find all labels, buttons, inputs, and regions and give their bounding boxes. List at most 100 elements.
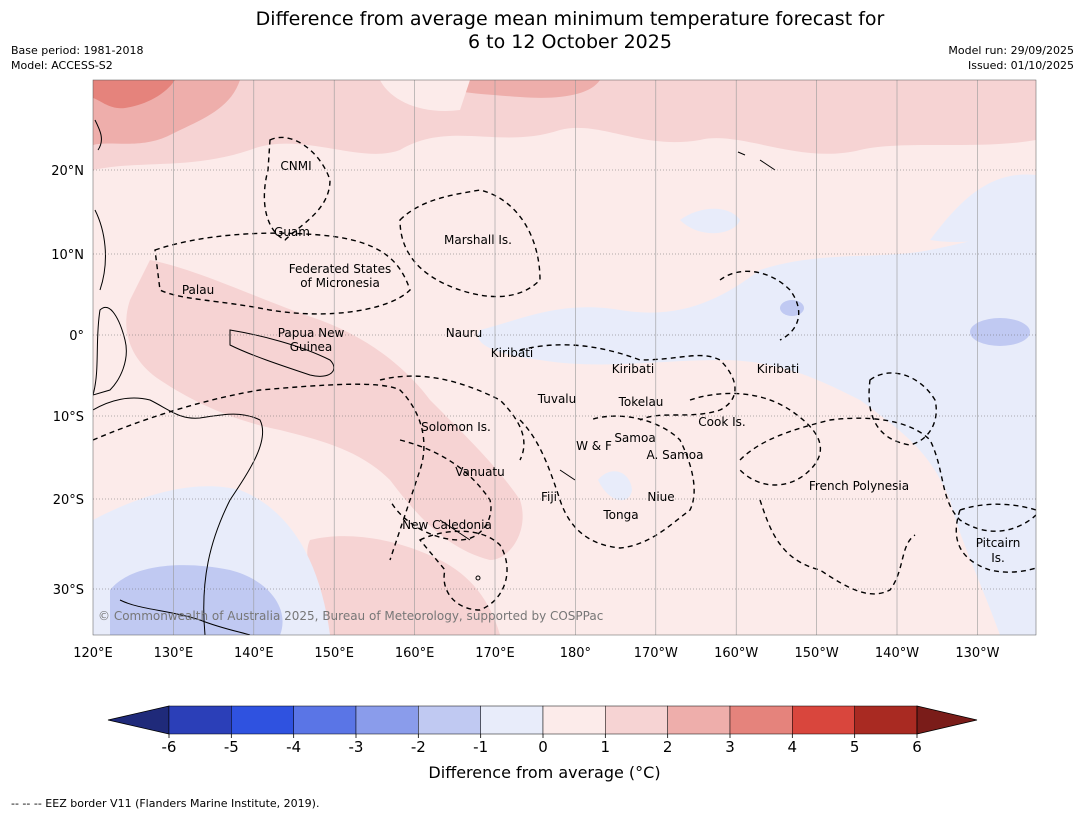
colorbar-segment bbox=[729, 705, 793, 735]
model-info: Base period: 1981-2018 Model: ACCESS-S2 bbox=[11, 43, 143, 73]
eez-tonga-fiji bbox=[519, 415, 695, 549]
label-guam: Guam bbox=[274, 225, 310, 239]
label-fsm-2: of Micronesia bbox=[300, 276, 380, 290]
label-samoa: Samoa bbox=[614, 431, 655, 445]
map-frame bbox=[92, 79, 1037, 636]
eez-pitcairn bbox=[955, 503, 1036, 573]
latitude-labels: 20°N 10°N 0° 10°S 20°S 30°S bbox=[51, 164, 84, 598]
latitude-tick-label: 0° bbox=[69, 329, 84, 344]
label-new-caledonia: New Caledonia bbox=[402, 518, 492, 532]
latitude-tick-label: 20°N bbox=[51, 164, 84, 179]
label-tokelau: Tokelau bbox=[618, 395, 664, 409]
eez-micronesia bbox=[154, 232, 411, 315]
label-french-polynesia: French Polynesia bbox=[809, 479, 909, 493]
gridlines bbox=[93, 80, 1036, 635]
cool-notch bbox=[380, 80, 470, 111]
eez-borders bbox=[93, 136, 1036, 611]
australia-se-coast bbox=[119, 599, 251, 635]
latitude-tick-label: 10°N bbox=[51, 248, 84, 263]
place-labels: CNMI Guam Marshall Is. Federated States … bbox=[182, 159, 1020, 565]
longitude-tick-label: 150°E bbox=[314, 646, 354, 661]
copyright-notice: © Commonwealth of Australia 2025, Bureau… bbox=[98, 609, 604, 623]
colorbar-segment bbox=[355, 705, 419, 735]
longitude-tick-label: 180° bbox=[560, 646, 591, 661]
eez-footnote: -- -- -- EEZ border V11 (Flanders Marine… bbox=[11, 797, 320, 810]
colorbar-segment bbox=[231, 705, 294, 735]
cool-patch-hawaii bbox=[680, 208, 740, 234]
colorbar-max-extend bbox=[916, 705, 978, 735]
label-fsm-1: Federated States bbox=[289, 262, 391, 276]
colorbar-tick-label: -6 bbox=[162, 738, 177, 756]
label-pitcairn-2: Is. bbox=[991, 551, 1005, 565]
philippines-coast bbox=[94, 119, 106, 291]
eez-cnmi bbox=[263, 136, 331, 241]
colorbar-min-extend bbox=[107, 705, 170, 735]
cool-core-east bbox=[970, 318, 1030, 346]
model-name: Model: ACCESS-S2 bbox=[11, 59, 113, 72]
run-info: Model run: 29/09/2025 Issued: 01/10/2025 bbox=[948, 43, 1074, 73]
colorbar: -6 -5 -4 -3 -2 -1 0 1 2 3 4 5 6 bbox=[107, 705, 978, 756]
eez-marshall bbox=[399, 189, 541, 298]
colorbar-tick-label: 5 bbox=[850, 738, 860, 756]
colorbar-segment bbox=[667, 705, 731, 735]
warm-patch-tasman bbox=[307, 536, 500, 635]
longitude-tick-label: 130°W bbox=[955, 646, 999, 661]
longitude-tick-label: 150°W bbox=[795, 646, 839, 661]
label-kiribati-east: Kiribati bbox=[757, 362, 799, 376]
cool-core-sw bbox=[110, 565, 283, 635]
label-wallis-futuna: W & F bbox=[576, 439, 612, 453]
norfolk-island bbox=[475, 575, 481, 581]
label-vanuatu: Vanuatu bbox=[455, 465, 505, 479]
warm-band-north bbox=[93, 80, 1036, 170]
latitude-tick-label: 20°S bbox=[53, 493, 84, 508]
colorbar-segment bbox=[854, 705, 918, 735]
colorbar-segment bbox=[542, 705, 606, 735]
colorbar-segment bbox=[168, 705, 232, 735]
title-line-1: Difference from average mean minimum tem… bbox=[255, 8, 885, 30]
latitude-tick-label: 10°S bbox=[53, 410, 84, 425]
colorbar-label: Difference from average (°C) bbox=[428, 763, 661, 782]
colorbar-segment bbox=[605, 705, 668, 735]
eez-png-south bbox=[93, 383, 425, 561]
colorbar-segment bbox=[293, 705, 357, 735]
coastlines bbox=[93, 119, 776, 635]
longitude-tick-label: 140°E bbox=[234, 646, 274, 661]
colorbar-segment bbox=[480, 705, 544, 735]
label-tuvalu: Tuvalu bbox=[537, 392, 577, 406]
label-solomon: Solomon Is. bbox=[421, 420, 491, 434]
label-pitcairn-1: Pitcairn bbox=[976, 536, 1021, 550]
cool-band-equator bbox=[478, 225, 1036, 635]
anomaly-field bbox=[93, 80, 1036, 635]
colorbar-tick-label: -1 bbox=[473, 738, 488, 756]
label-niue: Niue bbox=[647, 490, 674, 504]
label-kiribati-central: Kiribati bbox=[612, 362, 654, 376]
eez-line-islands bbox=[719, 270, 800, 341]
issued-date: Issued: 01/10/2025 bbox=[967, 59, 1074, 72]
label-cook: Cook Is. bbox=[698, 415, 745, 429]
warm-core-nw bbox=[93, 80, 175, 109]
australia-coast bbox=[93, 397, 264, 635]
eez-kiribati-east bbox=[868, 372, 937, 446]
label-marshall: Marshall Is. bbox=[444, 233, 512, 247]
cool-core-central bbox=[780, 300, 804, 316]
base-period: Base period: 1981-2018 bbox=[11, 44, 144, 57]
png-coast bbox=[229, 329, 335, 377]
colorbar-tick-label: 1 bbox=[601, 738, 611, 756]
longitude-tick-label: 170°E bbox=[475, 646, 515, 661]
label-american-samoa: A. Samoa bbox=[647, 448, 704, 462]
longitude-tick-label: 120°E bbox=[73, 646, 113, 661]
longitude-tick-label: 130°E bbox=[154, 646, 194, 661]
colorbar-segment bbox=[792, 705, 855, 735]
label-nauru: Nauru bbox=[446, 326, 482, 340]
eez-kiribati-central bbox=[519, 344, 736, 421]
colorbar-tick-label: 3 bbox=[725, 738, 735, 756]
longitude-tick-label: 170°W bbox=[634, 646, 678, 661]
label-png-1: Papua New bbox=[278, 326, 345, 340]
eez-vanuatu bbox=[389, 439, 492, 541]
colorbar-tick-label: -5 bbox=[224, 738, 239, 756]
eez-fp-north bbox=[739, 417, 1036, 532]
colorbar-tick-label: 0 bbox=[538, 738, 548, 756]
longitude-tick-label: 160°W bbox=[714, 646, 758, 661]
colorbar-tick-label: 6 bbox=[912, 738, 922, 756]
